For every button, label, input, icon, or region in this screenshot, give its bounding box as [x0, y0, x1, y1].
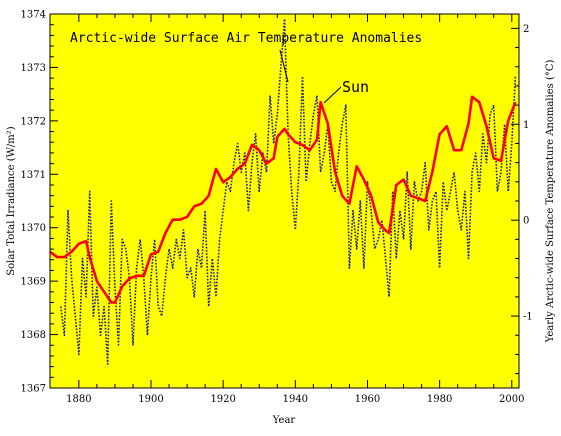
series-line-temperature: [60, 17, 517, 365]
x-tick-label: 2000: [499, 394, 524, 405]
sun-annotation-pointer: [323, 86, 342, 104]
plot-frame: [49, 13, 520, 389]
temperature-annotation: Arctic-wide Surface Air Temperature Anom…: [70, 31, 422, 46]
y-tick-label-left: 1374: [21, 10, 46, 21]
series-line-sun: [49, 95, 517, 304]
x-tick-label: 1900: [138, 394, 163, 405]
y-tick-label-left: 1372: [21, 116, 46, 127]
x-axis-title: Year: [272, 415, 296, 426]
y-tick-label-left: 1371: [21, 170, 46, 181]
y-tick-label-left: 1373: [21, 63, 46, 74]
x-tick-label: 1920: [210, 394, 235, 405]
y-tick-label-right: -1: [523, 312, 533, 323]
x-tick-label: 1980: [427, 394, 452, 405]
plot-area: [50, 14, 519, 388]
y-tick-label-left: 1369: [21, 277, 46, 288]
x-tick-label: 1940: [283, 394, 308, 405]
y-axis-right-title: Yearly Arctic-wide Surface Temperature A…: [545, 60, 556, 344]
sun-annotation: Sun: [342, 78, 369, 96]
temperature-annotation-pointer: [279, 49, 289, 83]
y-tick-label-right: 0: [523, 216, 529, 227]
y-axis-left-title: Solar Total Irradiance (W/m²): [6, 126, 17, 275]
x-tick-label: 1960: [355, 394, 380, 405]
y-tick-label-left: 1370: [21, 223, 46, 234]
x-tick-label: 1880: [66, 394, 91, 405]
y-tick-label-right: 1: [523, 120, 529, 131]
y-tick-label-left: 1368: [21, 330, 46, 341]
y-tick-label-right: 2: [523, 24, 529, 35]
y-tick-label-left: 1367: [21, 384, 46, 395]
